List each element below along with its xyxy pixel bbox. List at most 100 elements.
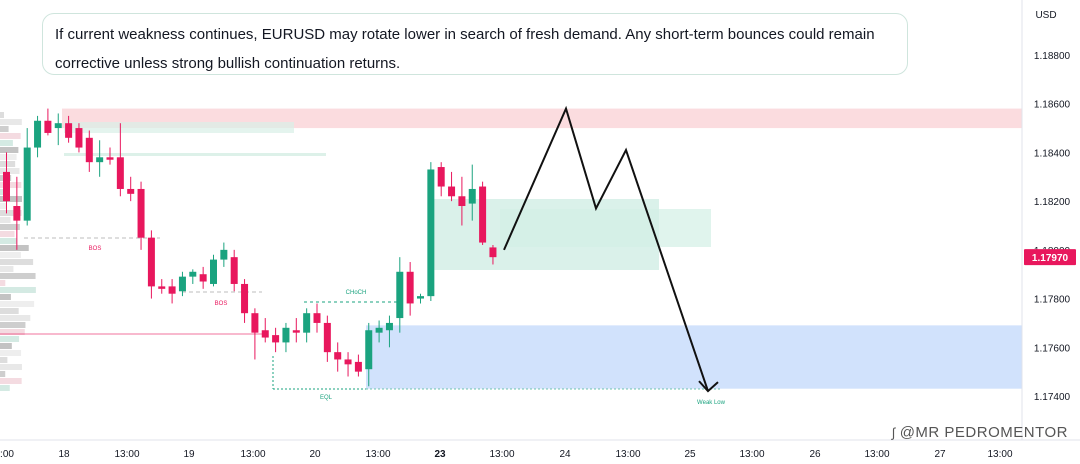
candle[interactable] <box>147 230 155 299</box>
time-tick-label: 13:00 <box>365 449 390 460</box>
volume-profile-bar <box>0 266 14 272</box>
time-tick-label: 20 <box>309 449 321 460</box>
volume-profile-bar <box>0 364 22 370</box>
volume-profile-bar <box>0 154 17 160</box>
candle-body <box>65 123 73 138</box>
candle[interactable] <box>23 128 31 226</box>
candle-body <box>96 157 104 163</box>
candle-body <box>354 361 362 372</box>
candle[interactable] <box>241 279 249 323</box>
candle-body <box>375 327 383 333</box>
volume-profile <box>0 112 36 391</box>
candle[interactable] <box>251 308 259 360</box>
candle[interactable] <box>210 254 217 287</box>
zone-supply-extension <box>64 122 294 133</box>
time-tick-label: 13:00 <box>864 449 889 460</box>
candle[interactable] <box>385 315 393 348</box>
candle-body <box>479 186 487 243</box>
volume-profile-bar <box>0 371 6 377</box>
candle[interactable] <box>448 171 456 202</box>
candle[interactable] <box>158 279 166 294</box>
candle-body <box>385 322 393 331</box>
time-tick-label: 18 <box>58 449 70 460</box>
watermark-text: @MR PEDROMENTOR <box>899 424 1068 441</box>
candle[interactable] <box>303 308 311 343</box>
candle[interactable] <box>344 352 352 377</box>
volume-profile-bar <box>0 378 22 384</box>
price-axis-background <box>1022 0 1080 440</box>
candle[interactable] <box>417 293 424 304</box>
time-axis[interactable]: :00 18 13:00 19 13:00 20 13:00 23 13:00 24 13:00 25… <box>0 439 1080 460</box>
candle-body <box>3 171 10 202</box>
volume-profile-bar <box>0 343 12 349</box>
time-tick-label: 24 <box>559 449 571 460</box>
price-tick-label: 1.18200 <box>1034 197 1071 208</box>
candles-layer[interactable] <box>3 108 497 387</box>
candle[interactable] <box>354 354 362 377</box>
candle-body <box>417 296 424 299</box>
candle[interactable] <box>261 318 269 343</box>
candle[interactable] <box>3 152 10 214</box>
candle[interactable] <box>406 262 414 316</box>
time-tick-label: 13:00 <box>987 449 1012 460</box>
candle[interactable] <box>479 181 487 245</box>
candle[interactable] <box>334 342 342 372</box>
candle[interactable] <box>272 327 280 353</box>
candle-body <box>230 257 238 284</box>
label-bos: BOS <box>215 301 228 307</box>
candle[interactable] <box>75 123 83 153</box>
candle[interactable] <box>85 130 93 172</box>
candle[interactable] <box>282 322 290 353</box>
candle[interactable] <box>106 147 114 165</box>
candle[interactable] <box>65 115 73 143</box>
candle[interactable] <box>365 322 373 387</box>
time-tick-label: 27 <box>934 449 946 460</box>
candle[interactable] <box>199 266 207 289</box>
candle[interactable] <box>468 164 476 221</box>
zones-layer <box>62 108 1022 389</box>
candle[interactable] <box>127 176 135 202</box>
candle[interactable] <box>189 269 197 284</box>
candle-body <box>251 313 259 333</box>
candle[interactable] <box>44 108 52 136</box>
volume-profile-bar <box>0 168 20 174</box>
candle[interactable] <box>375 320 383 343</box>
price-axis[interactable]: USD1.174001.176001.178001.180001.182001.… <box>1021 0 1080 440</box>
volume-profile-bar <box>0 336 20 342</box>
candle[interactable] <box>34 115 42 158</box>
candle[interactable] <box>427 162 435 302</box>
zone-fvg-right <box>500 209 711 247</box>
candle-body <box>437 167 445 187</box>
candle[interactable] <box>137 181 145 250</box>
candle[interactable] <box>313 303 321 333</box>
candle-body <box>489 247 497 258</box>
candle[interactable] <box>437 162 445 197</box>
signature-icon: ∫ <box>891 425 896 440</box>
candle[interactable] <box>458 176 466 226</box>
time-tick-label: 13:00 <box>615 449 640 460</box>
candle[interactable] <box>489 244 497 265</box>
candle[interactable] <box>96 140 104 177</box>
candle-body <box>189 271 197 277</box>
candle[interactable] <box>323 315 331 362</box>
candle[interactable] <box>220 242 228 267</box>
volume-profile-bar <box>0 252 21 258</box>
candle[interactable] <box>54 113 62 146</box>
candle[interactable] <box>13 176 21 250</box>
price-tick-label: 1.17400 <box>1034 392 1071 403</box>
candle[interactable] <box>396 257 404 333</box>
candle[interactable] <box>168 279 176 304</box>
price-tick-label: 1.18600 <box>1034 100 1071 111</box>
candle[interactable] <box>178 271 186 297</box>
candle[interactable] <box>116 123 124 197</box>
volume-profile-bar <box>0 294 11 300</box>
volume-profile-bar <box>0 273 36 279</box>
volume-profile-bar <box>0 357 8 363</box>
candle[interactable] <box>230 249 238 292</box>
projection-line <box>503 105 709 392</box>
candle[interactable] <box>292 318 300 343</box>
volume-profile-bar <box>0 238 18 244</box>
arrow-head-icon <box>698 380 719 393</box>
volume-profile-bar <box>0 112 4 118</box>
